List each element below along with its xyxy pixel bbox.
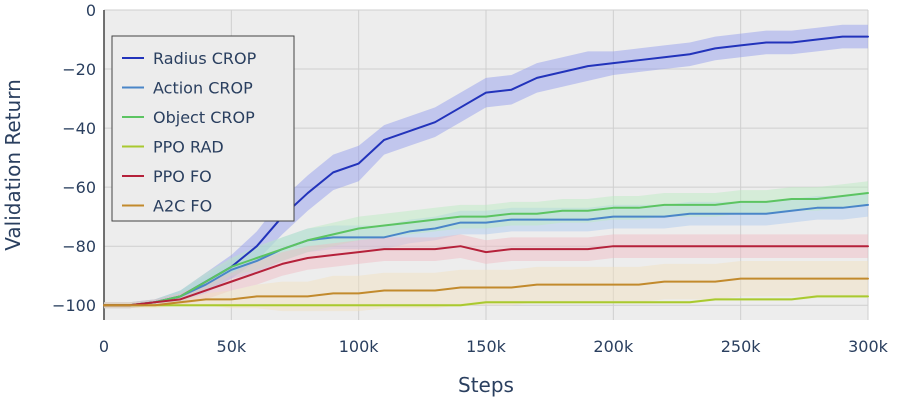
legend-label: Radius CROP [153, 49, 257, 68]
legend-label: PPO RAD [153, 138, 224, 157]
series-line-ppo-rad [103, 295, 869, 307]
x-tick-label: 150k [466, 337, 507, 356]
x-tick-label: 50k [217, 337, 247, 356]
x-tick-label: 0 [99, 337, 109, 356]
series-line-a2c-fo [103, 277, 869, 307]
y-tick-label: −100 [52, 296, 96, 315]
y-tick-label: −40 [62, 119, 96, 138]
y-tick-label: −80 [62, 237, 96, 256]
legend-items: Radius CROP Action CROP Object CROP PPO RAD… [122, 49, 257, 216]
legend-label: A2C FO [153, 197, 212, 216]
tick-labels: 0 −20 −40 −60 −80 −100 0 50k 100k 150k 200k 250k 300… [52, 1, 889, 356]
y-axis-title: Validation Return [1, 79, 25, 250]
band-action-crop [104, 193, 868, 309]
band-a2c-fo [104, 260, 868, 312]
y-tick-label: −20 [62, 60, 96, 79]
y-tick-label: 0 [86, 1, 96, 20]
series-line-ppo-fo [103, 245, 869, 307]
confidence-bands [104, 24, 868, 312]
band-ppo-rad [104, 294, 868, 307]
legend-label: Action CROP [153, 79, 253, 98]
y-tick-label: −60 [62, 178, 96, 197]
series-lines [103, 35, 869, 307]
x-tick-label: 100k [339, 337, 380, 356]
band-ppo-fo [104, 234, 868, 309]
band-radius-crop [104, 24, 868, 309]
band-object-crop [104, 181, 868, 309]
legend-label: Object CROP [153, 108, 255, 127]
x-tick-label: 200k [593, 337, 634, 356]
series-line-object-crop [103, 192, 869, 307]
x-tick-label: 300k [848, 337, 889, 356]
x-tick-label: 250k [721, 337, 762, 356]
legend: Radius CROP Action CROP Object CROP PPO RAD… [111, 35, 295, 222]
legend-label: PPO FO [153, 167, 212, 186]
legend-box [111, 35, 295, 222]
x-axis-title: Steps [458, 373, 514, 397]
series-line-action-crop [103, 203, 869, 307]
